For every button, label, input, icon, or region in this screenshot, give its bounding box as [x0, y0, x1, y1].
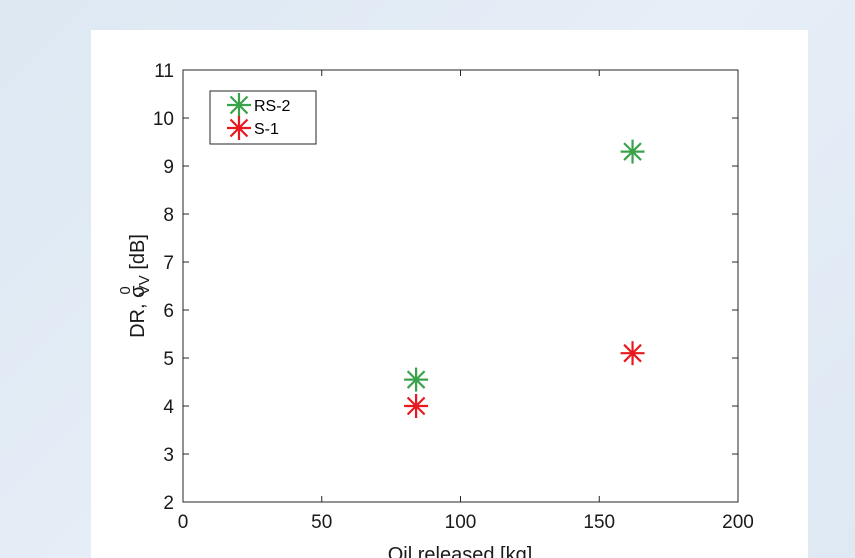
y-axis-label: DR, σ0 VV [dB] — [117, 234, 153, 338]
y-tick-label: 8 — [163, 205, 174, 226]
y-tick-label: 10 — [153, 109, 174, 130]
legend-box — [209, 90, 317, 145]
x-tick-label: 100 — [445, 512, 477, 533]
y-label-unit: [dB] — [127, 234, 149, 275]
y-tick-label: 7 — [163, 253, 174, 274]
legend-marker-s-1 — [227, 116, 251, 140]
data-point-s-1 — [620, 341, 645, 366]
y-tick-label: 2 — [163, 493, 174, 514]
legend-label: S-1 — [254, 121, 279, 138]
data-points — [404, 139, 645, 418]
data-point-rs-2 — [620, 139, 645, 164]
y-label-superscript: 0 — [117, 286, 134, 294]
y-tick-label: 3 — [163, 445, 174, 466]
y-label-subscript: VV — [136, 275, 153, 295]
x-tick-label: 150 — [583, 512, 615, 533]
axes-box — [182, 69, 739, 503]
x-tick-label: 50 — [311, 512, 332, 533]
legend: RS-2 S-1 — [209, 90, 317, 145]
tick-labels: 0 50 100 150 200 2 3 4 5 6 7 8 9 10 11 — [153, 61, 754, 533]
legend-label: RS-2 — [254, 98, 291, 115]
data-point-rs-2 — [404, 367, 429, 392]
figure-panel: 0 50 100 150 200 2 3 4 5 6 7 8 9 10 11 Oil released [k… — [91, 30, 808, 558]
x-tick-label: 0 — [178, 512, 189, 533]
legend-marker-rs-2 — [227, 93, 251, 117]
x-tick-label: 200 — [722, 512, 754, 533]
y-tick-label: 5 — [163, 349, 174, 370]
y-tick-label: 4 — [163, 397, 174, 418]
y-label-main: DR, σ — [127, 285, 149, 338]
y-tick-label: 9 — [163, 157, 174, 178]
data-point-s-1 — [404, 394, 429, 418]
x-axis-label: Oil released [kg] — [388, 544, 533, 558]
y-tick-label: 11 — [154, 61, 174, 82]
scatter-chart: 0 50 100 150 200 2 3 4 5 6 7 8 9 10 11 Oil released [k… — [117, 61, 754, 558]
y-tick-label: 6 — [163, 301, 174, 322]
